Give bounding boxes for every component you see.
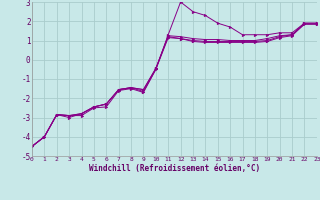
X-axis label: Windchill (Refroidissement éolien,°C): Windchill (Refroidissement éolien,°C) (89, 164, 260, 173)
